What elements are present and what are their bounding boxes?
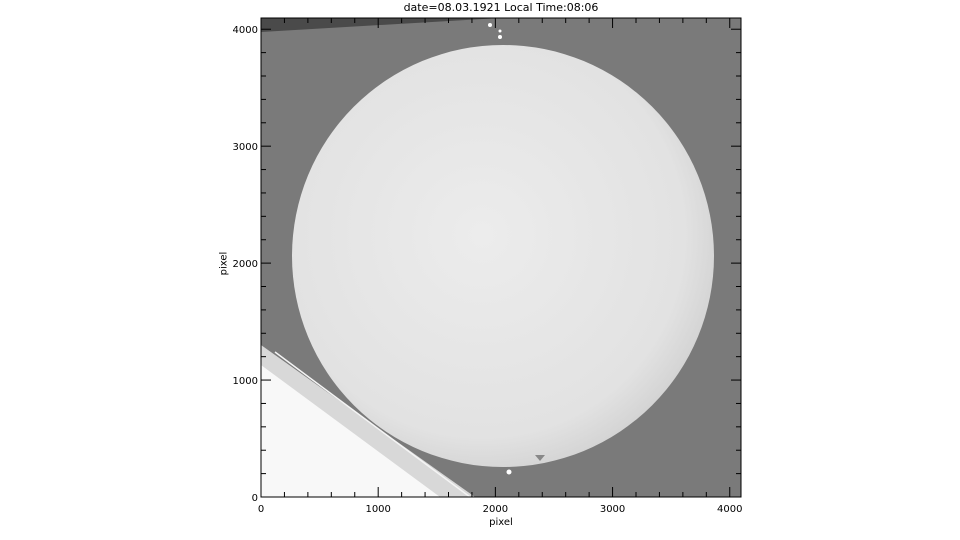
- bright-spot: [488, 23, 492, 27]
- dark-corner-band: [261, 18, 500, 32]
- y-tick-label: 0: [252, 493, 258, 504]
- bright-spot: [506, 469, 512, 475]
- y-tick-label: 4000: [233, 25, 258, 36]
- plot-frame: [260, 17, 742, 498]
- x-tick-label: 3000: [600, 504, 625, 515]
- x-tick-label: 0: [258, 504, 264, 515]
- y-tick-label: 2000: [233, 259, 258, 270]
- x-tick-label: 1000: [365, 504, 390, 515]
- x-axis-label: pixel: [489, 517, 513, 528]
- plot-title: date=08.03.1921 Local Time:08:06: [403, 1, 599, 14]
- dark-spot: [535, 455, 545, 461]
- y-tick-label: 1000: [233, 376, 258, 387]
- scratch-line: [274, 351, 471, 497]
- bright-spot: [498, 29, 502, 33]
- x-tick-label: 2000: [483, 504, 508, 515]
- bright-spot: [498, 35, 502, 39]
- overexposed-corner-inner: [261, 365, 440, 497]
- x-tick-label: 4000: [717, 504, 742, 515]
- y-tick-label: 3000: [233, 142, 258, 153]
- solar-disk: [292, 45, 714, 467]
